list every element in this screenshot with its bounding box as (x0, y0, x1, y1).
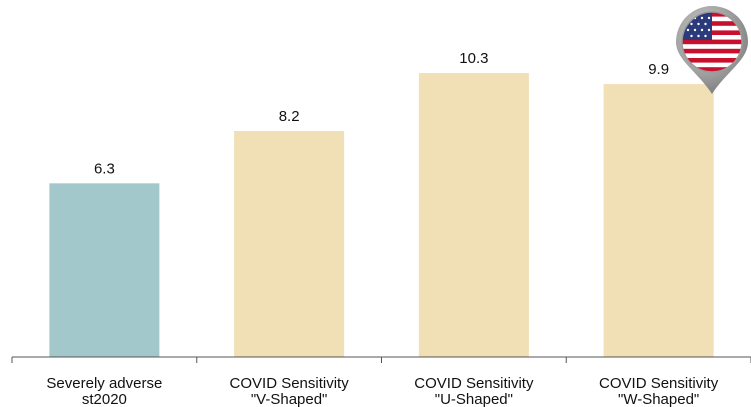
bar (418, 73, 529, 358)
bars-group (49, 73, 714, 358)
bar-value-label: 6.3 (94, 160, 115, 177)
bar (49, 183, 160, 357)
bar-value-label: 10.3 (459, 50, 488, 67)
category-label: COVID Sensitivity (414, 375, 534, 392)
category-label: "V-Shaped" (251, 391, 328, 407)
us-flag-map-pin-icon (676, 6, 748, 94)
bar-value-label: 9.9 (648, 61, 669, 78)
category-label: "W-Shaped" (618, 391, 699, 407)
category-label: COVID Sensitivity (230, 375, 350, 392)
category-label: COVID Sensitivity (599, 375, 719, 392)
category-label: st2020 (82, 391, 127, 407)
value-labels-group: 6.3 8.2 10.3 9.9 (94, 50, 669, 177)
bar-value-label: 8.2 (279, 108, 300, 125)
bar (234, 130, 345, 357)
category-label: "U-Shaped" (435, 391, 513, 407)
bar (603, 84, 714, 358)
x-axis-ticks (11, 357, 751, 363)
category-label: Severely adverse (46, 375, 162, 392)
